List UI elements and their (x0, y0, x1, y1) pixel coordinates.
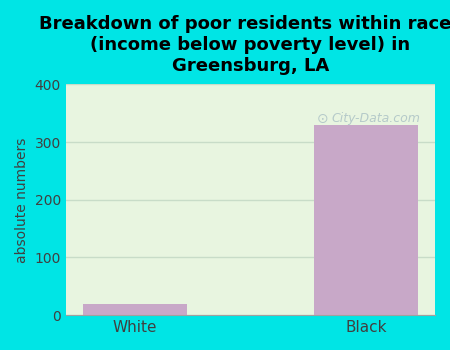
Text: ⊙: ⊙ (317, 112, 328, 126)
Text: City-Data.com: City-Data.com (332, 112, 420, 125)
Y-axis label: absolute numbers: absolute numbers (15, 137, 29, 262)
Bar (82, 303, 187, 315)
Bar (314, 125, 418, 315)
Title: Breakdown of poor residents within races
(income below poverty level) in
Greensb: Breakdown of poor residents within races… (39, 15, 450, 75)
